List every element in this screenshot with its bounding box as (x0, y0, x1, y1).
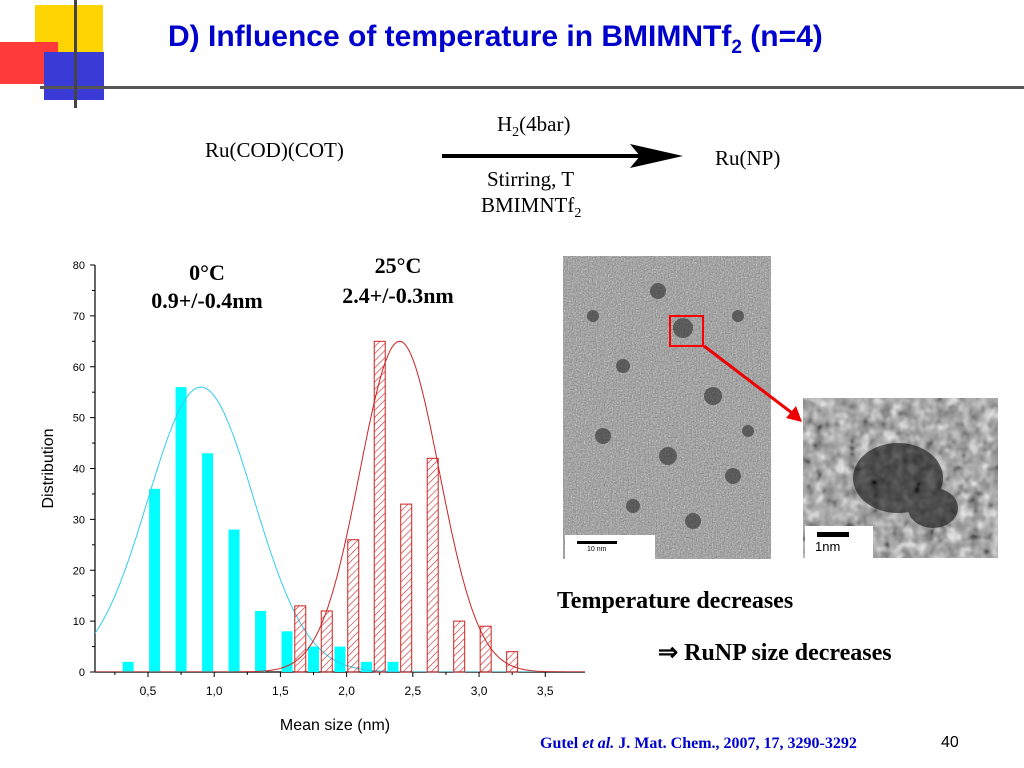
arrow-bottom-condition-line1: Stirring, T (487, 167, 575, 191)
arrow-top-end: (4bar) (519, 112, 571, 136)
slide-title-main: D) Influence of temperature in BMIMNTf (168, 20, 732, 53)
bar-warm (506, 651, 519, 673)
bar-warm (294, 605, 307, 673)
y-tick-label: 30 (73, 514, 85, 526)
x-tick-label: 1,5 (272, 684, 289, 698)
citation-etal: et al. (582, 735, 615, 752)
conclusion-line1: Temperature decreases (557, 588, 794, 614)
slide-title-subscript: 2 (731, 37, 742, 58)
fit-curve-cold (95, 386, 585, 672)
tem-scale-bar-zoom: 1nm (805, 526, 873, 558)
bar-cold (387, 661, 399, 672)
y-tick-label: 70 (73, 311, 85, 323)
x-tick-label: 2,0 (338, 684, 355, 698)
bar-warm (373, 340, 386, 673)
reactant-label: Ru(COD)(COT) (205, 138, 344, 162)
bar-cold (255, 610, 267, 672)
bar-warm (347, 539, 360, 673)
decor-vertical-rule (74, 0, 77, 108)
product-label: Ru(NP) (715, 146, 781, 170)
zoom-highlight-box (669, 315, 704, 347)
zoom-arrow-icon (703, 344, 802, 422)
slide-title-end: (n=4) (741, 20, 823, 53)
x-tick-label: 2,5 (404, 684, 421, 698)
annotation-size: 2.4+/-0.3nm (342, 283, 454, 308)
conclusion-line2: ⇒ RuNP size decreases (658, 638, 892, 667)
bar-cold (281, 631, 293, 672)
x-tick-label: 3,5 (537, 684, 554, 698)
bar-cold (334, 646, 346, 672)
bar-cold (360, 661, 372, 672)
x-tick-label: 0,5 (140, 684, 157, 698)
tem-scale-label-large: 10 nm (587, 546, 607, 553)
citation: Gutel et al. J. Mat. Chem., 2007, 17, 32… (540, 735, 857, 753)
bar-cold (122, 661, 134, 672)
y-axis-label: Distribution (40, 428, 57, 508)
fit-curve-warm (95, 340, 585, 672)
bar-warm (453, 620, 466, 673)
y-tick-label: 40 (73, 464, 85, 476)
x-tick-label: 1,0 (206, 684, 223, 698)
arrow-top-main: H (497, 112, 513, 136)
y-tick-label: 50 (73, 413, 85, 425)
slide-title: D) Influence of temperature in BMIMNTf2 … (168, 20, 823, 59)
page-number: 40 (941, 734, 959, 751)
arrow-top-condition: H2(4bar) (497, 112, 570, 141)
bar-cold (228, 529, 240, 672)
y-tick-label: 60 (73, 362, 85, 374)
tem-scale-bar-large: 10 nm (565, 535, 655, 559)
arrow-bottom-condition-line2: BMIMNTf2 (481, 193, 581, 222)
tem-scale-label-zoom: 1nm (815, 539, 841, 554)
tem-micrograph-large (563, 256, 771, 559)
arrow-top-subscript: 2 (512, 125, 520, 141)
bar-warm (426, 457, 439, 673)
y-tick-label: 0 (79, 667, 85, 679)
decor-horizontal-rule (40, 86, 1024, 89)
bar-cold (308, 646, 320, 672)
citation-journal: J. Mat. Chem., 2007, 17, 3290-3292 (614, 735, 857, 752)
annotation-size: 0.9+/-0.4nm (151, 288, 263, 313)
tem-micrograph-zoom (803, 398, 998, 558)
citation-authors: Gutel (540, 735, 583, 752)
y-tick-label: 20 (73, 565, 85, 577)
conclusion-line2-text: RuNP size decreases (678, 640, 892, 666)
x-tick-label: 3,0 (471, 684, 488, 698)
implies-icon: ⇒ (658, 640, 679, 666)
y-tick-label: 10 (73, 616, 85, 628)
arrow-bottom-line2-subscript: 2 (574, 206, 582, 222)
y-tick-label: 80 (73, 260, 85, 272)
x-axis-label: Mean size (nm) (280, 717, 390, 734)
bar-cold (175, 387, 187, 672)
arrow-bottom-line2-main: BMIMNTf (481, 193, 575, 217)
bar-warm (400, 503, 413, 673)
reaction-arrow-icon (442, 144, 683, 168)
bar-cold (149, 488, 161, 672)
annotation-temperature: 0°C (189, 260, 225, 285)
annotation-temperature: 25°C (375, 253, 422, 278)
size-distribution-chart: 0 10 20 30 40 50 60 70 80 0,5 1,0 1,5 2,0 2,5 3,0 3,5 Me… (40, 253, 585, 734)
bar-cold (202, 453, 214, 672)
